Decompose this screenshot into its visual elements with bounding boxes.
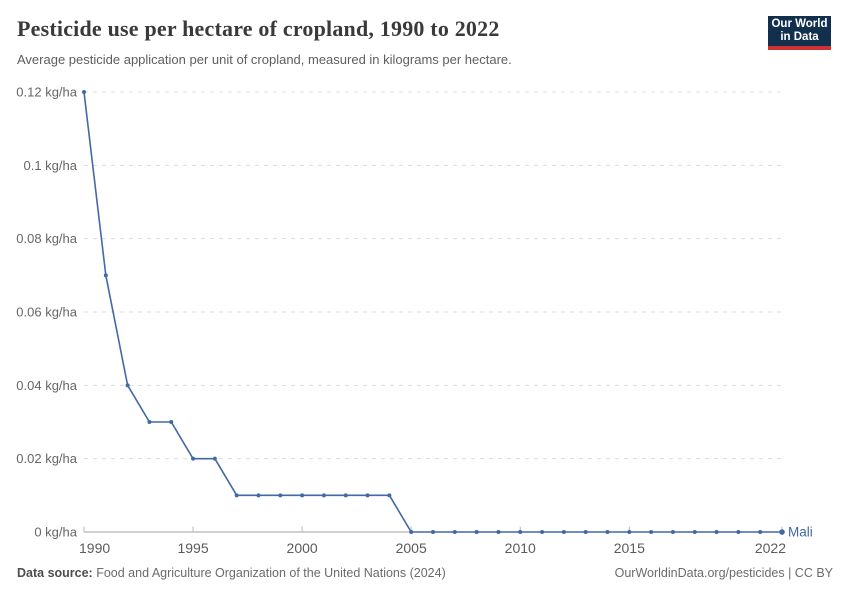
x-tick-label: 2015 bbox=[614, 540, 645, 556]
data-point-marker bbox=[300, 493, 305, 498]
data-point-marker bbox=[191, 456, 196, 461]
data-point-marker bbox=[256, 493, 261, 498]
data-point-marker bbox=[692, 530, 697, 534]
data-point-marker bbox=[779, 529, 785, 535]
data-point-marker bbox=[736, 530, 741, 534]
data-point-marker bbox=[627, 530, 632, 534]
data-point-marker bbox=[649, 530, 654, 534]
data-point-marker bbox=[409, 530, 414, 534]
data-point-marker bbox=[278, 493, 283, 498]
x-tick-label: 2000 bbox=[287, 540, 318, 556]
data-point-marker bbox=[474, 530, 479, 534]
data-source: Data source: Food and Agriculture Organi… bbox=[17, 566, 446, 580]
data-point-marker bbox=[169, 420, 174, 424]
data-point-marker bbox=[147, 420, 152, 424]
data-source-text: Food and Agriculture Organization of the… bbox=[96, 566, 446, 580]
data-point-marker bbox=[343, 493, 348, 498]
owid-logo-line2: in Data bbox=[780, 31, 819, 43]
series-line bbox=[83, 91, 783, 533]
data-point-marker bbox=[103, 273, 108, 278]
x-tick-label: 2010 bbox=[505, 540, 536, 556]
x-tick-label: 2005 bbox=[396, 540, 427, 556]
footer-right: OurWorldinData.org/pesticides | CC BY bbox=[615, 566, 833, 580]
data-point-marker bbox=[670, 530, 675, 534]
y-tick-label: 0 kg/ha bbox=[34, 525, 77, 540]
license-label: CC BY bbox=[794, 566, 833, 580]
data-point-marker bbox=[518, 530, 523, 534]
owid-logo-line1: Our World bbox=[771, 18, 828, 30]
x-tick-label: 2022 bbox=[755, 540, 786, 556]
data-point-marker bbox=[431, 530, 435, 534]
owid-logo[interactable]: Our World in Data bbox=[768, 16, 831, 50]
data-point-marker bbox=[540, 530, 545, 534]
y-tick-label: 0.1 kg/ha bbox=[24, 158, 78, 173]
data-source-label: Data source: bbox=[17, 566, 93, 580]
data-point-marker bbox=[758, 530, 763, 534]
data-point-marker bbox=[714, 530, 719, 534]
x-tick-label: 1990 bbox=[79, 540, 110, 556]
y-tick-label: 0.04 kg/ha bbox=[16, 378, 77, 393]
data-point-marker bbox=[387, 493, 392, 498]
data-point-marker bbox=[234, 493, 239, 498]
page-subtitle: Average pesticide application per unit o… bbox=[17, 52, 512, 67]
data-point-marker bbox=[321, 493, 326, 498]
owid-url-link[interactable]: OurWorldinData.org/pesticides bbox=[614, 566, 785, 580]
data-point-marker bbox=[583, 530, 588, 534]
y-tick-label: 0.08 kg/ha bbox=[16, 231, 77, 246]
data-point-marker bbox=[561, 530, 566, 534]
footer-separator: | bbox=[784, 566, 795, 580]
x-tick-label: 1995 bbox=[177, 540, 208, 556]
y-tick-label: 0.06 kg/ha bbox=[16, 305, 77, 320]
data-point-marker bbox=[212, 456, 217, 461]
chart-footer: Data source: Food and Agriculture Organi… bbox=[17, 566, 833, 580]
data-point-marker bbox=[452, 530, 457, 534]
page-title: Pesticide use per hectare of cropland, 1… bbox=[17, 16, 500, 41]
data-point-marker bbox=[605, 530, 610, 534]
y-tick-label: 0.12 kg/ha bbox=[16, 85, 77, 100]
data-point-marker bbox=[125, 383, 130, 388]
series-label[interactable]: Mali bbox=[788, 525, 813, 540]
data-point-marker bbox=[365, 493, 370, 498]
y-tick-label: 0.02 kg/ha bbox=[16, 451, 77, 466]
data-point-marker bbox=[82, 90, 86, 94]
data-point-marker bbox=[496, 530, 501, 534]
